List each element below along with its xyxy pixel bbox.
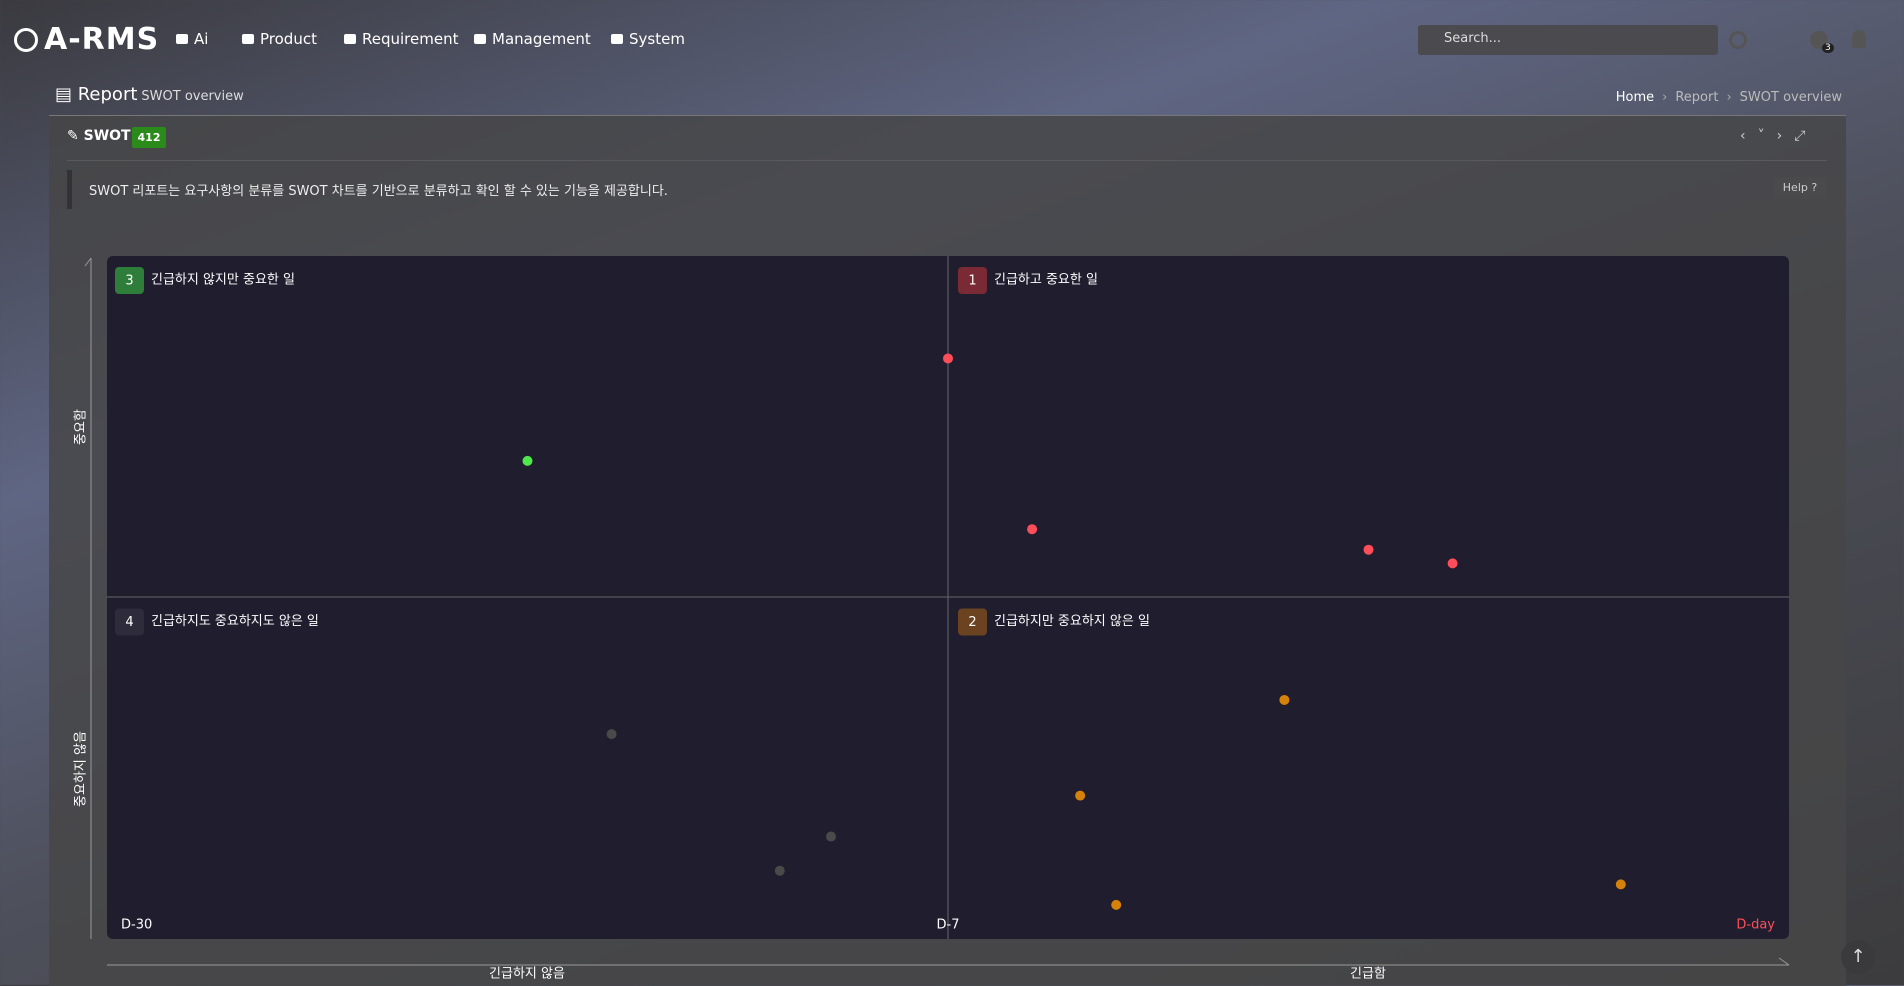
menu-item[interactable]: Requirement [344, 30, 458, 48]
separator [67, 160, 1827, 161]
data-point [943, 353, 953, 364]
description-bar [67, 170, 72, 209]
x-tick-label: D-day [1736, 918, 1775, 933]
quadrant-badge [958, 608, 987, 636]
x-axis-label: 긴급하지 않음 [489, 967, 565, 982]
x-axis-label: 긴급함 [1350, 967, 1386, 982]
crumb: SWOT overview [1739, 90, 1842, 105]
data-point [606, 729, 617, 740]
quadrant-number: 4 [125, 615, 133, 630]
help-button[interactable]: Help ? [1773, 177, 1827, 199]
title: Report [77, 84, 138, 105]
description: SWOT 리포트는 요구사항의 분류를 SWOT 차트를 기반으로 분류하고 확… [89, 184, 668, 199]
menu-item[interactable]: Ai [176, 30, 208, 48]
panel-title-text: SWOT [83, 128, 131, 144]
data-point [825, 831, 836, 842]
data-point [1075, 790, 1086, 801]
crumb[interactable]: Report [1675, 90, 1719, 105]
y-axis-label: 중요하지 않음 [74, 731, 89, 807]
user-menu[interactable] [1852, 30, 1866, 48]
quadrant-label: 긴급하고 중요한 일 [994, 273, 1098, 288]
brand[interactable]: A-RMS [14, 22, 159, 57]
x-axis-arrow [1778, 957, 1790, 966]
y-axis-label: 중요함 [74, 409, 89, 445]
crumb[interactable]: Home [1615, 90, 1655, 105]
help-text: Help [1782, 181, 1808, 194]
quadrant-label: 긴급하지 않지만 중요한 일 [151, 273, 295, 288]
quadrant-number: 2 [968, 615, 976, 630]
quadrant-badge [115, 267, 144, 294]
x-tick-label: D-7 [937, 918, 960, 933]
page-title: ▤ Report SWOT overview [55, 84, 244, 105]
quadrant-badge [115, 608, 144, 636]
menu-item[interactable]: Product [242, 30, 317, 48]
x-tick-label: D-30 [121, 918, 152, 933]
data-point [1363, 544, 1374, 555]
top-bar: A-RMS Ai Product Requirement Management Syst… [0, 0, 1904, 80]
breadcrumb: Home › Report › SWOT overview [1615, 90, 1842, 105]
panel-title: ✎ SWOT [67, 128, 131, 144]
panel-controls[interactable]: ‹˅›⤢ [1740, 128, 1818, 144]
notification-count: 3 [1822, 43, 1834, 53]
y-axis-arrow [84, 257, 92, 267]
menu-item[interactable]: Management [474, 30, 591, 48]
subtitle: SWOT overview [141, 89, 244, 104]
data-point [1447, 558, 1458, 569]
data-point [522, 455, 533, 466]
search-input[interactable]: Search... [1418, 25, 1718, 55]
search-button[interactable] [1729, 31, 1747, 49]
menu-item[interactable]: System [611, 30, 685, 48]
quadrant-number: 3 [125, 274, 133, 289]
count-badge: 412 [132, 127, 166, 148]
quadrant-number: 1 [968, 274, 976, 289]
quadrant-label: 긴급하지만 중요하지 않은 일 [994, 614, 1150, 629]
data-point [1111, 899, 1122, 910]
data-point [1615, 879, 1626, 890]
quadrant-label: 긴급하지도 중요하지도 않은 일 [151, 614, 319, 629]
data-point [774, 865, 785, 876]
brand-text: A-RMS [44, 22, 160, 57]
scroll-top[interactable]: ↑ [1841, 940, 1875, 974]
data-point [1027, 524, 1038, 535]
quadrant-badge [958, 267, 987, 294]
data-point [1279, 694, 1290, 705]
